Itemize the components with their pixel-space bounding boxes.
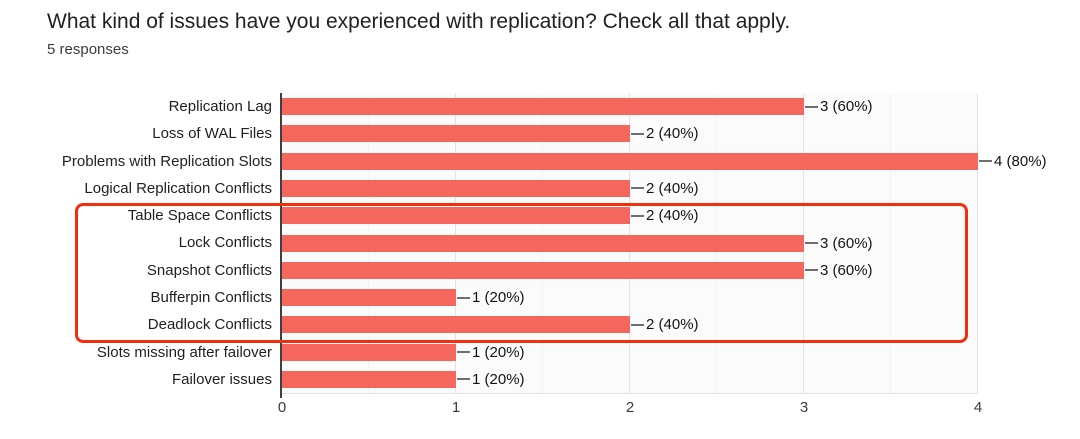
x-axis-tick-label: 3 xyxy=(799,399,809,416)
value-label: 1 (20%) xyxy=(472,343,525,361)
value-annotation: 3 (60%) xyxy=(805,97,873,117)
bar xyxy=(282,98,804,116)
bar xyxy=(282,261,804,279)
category-label: Failover issues xyxy=(171,370,272,388)
bar xyxy=(282,316,630,334)
value-label: 2 (40%) xyxy=(646,207,699,225)
x-axis-tick-label: 4 xyxy=(973,399,983,416)
category-label: Snapshot Conflicts xyxy=(146,261,272,279)
bar xyxy=(282,289,456,307)
category-label: Logical Replication Conflicts xyxy=(84,179,272,197)
value-leader-line xyxy=(805,269,818,272)
value-label: 3 (60%) xyxy=(820,234,873,252)
value-annotation: 1 (20%) xyxy=(457,369,525,389)
x-axis: 0 1 2 3 4 xyxy=(0,399,1080,419)
category-label: Replication Lag xyxy=(168,98,272,116)
value-label: 3 (60%) xyxy=(820,261,873,279)
value-annotation: 2 (40%) xyxy=(631,315,699,335)
value-annotation: 3 (60%) xyxy=(805,260,873,280)
value-label: 3 (60%) xyxy=(820,98,873,116)
response-count: 5 responses xyxy=(47,41,129,58)
bar xyxy=(282,234,804,252)
value-leader-line xyxy=(457,351,470,354)
value-leader-line xyxy=(457,378,470,381)
bar xyxy=(282,125,630,143)
value-leader-line xyxy=(631,323,644,326)
x-axis-tick-label: 0 xyxy=(277,399,287,416)
category-label: Problems with Replication Slots xyxy=(61,152,272,170)
value-leader-line xyxy=(631,187,644,190)
y-axis-line xyxy=(280,93,282,398)
value-label: 1 (20%) xyxy=(472,370,525,388)
category-label: Bufferpin Conflicts xyxy=(150,289,272,307)
category-label: Slots missing after failover xyxy=(96,343,272,361)
value-leader-line xyxy=(631,214,644,217)
category-axis: Replication Lag Loss of WAL Files Problems… xyxy=(0,93,272,393)
value-leader-line xyxy=(631,132,644,135)
plot-area: 3 (60%) 2 (40%) 4 (80%) 2 (40%) 2 (40%) 3 (60… xyxy=(280,93,1047,398)
x-axis-tick-label: 2 xyxy=(625,399,635,416)
bar xyxy=(282,207,630,225)
value-annotation: 2 (40%) xyxy=(631,178,699,198)
category-label: Deadlock Conflicts xyxy=(147,316,272,334)
value-label: 2 (40%) xyxy=(646,125,699,143)
bar xyxy=(282,152,978,170)
page-title: What kind of issues have you experienced… xyxy=(47,10,791,33)
bar xyxy=(282,370,456,388)
value-leader-line xyxy=(979,160,992,163)
value-annotation: 3 (60%) xyxy=(805,233,873,253)
minor-gridline xyxy=(890,93,891,393)
value-annotation: 4 (80%) xyxy=(979,151,1047,171)
value-annotation: 1 (20%) xyxy=(457,288,525,308)
major-gridline xyxy=(977,93,978,393)
value-leader-line xyxy=(805,242,818,244)
x-axis-tick-label: 1 xyxy=(451,399,461,416)
category-label: Lock Conflicts xyxy=(178,234,272,252)
value-annotation: 1 (20%) xyxy=(457,342,525,362)
category-label: Table Space Conflicts xyxy=(127,207,272,225)
value-annotation: 2 (40%) xyxy=(631,206,699,226)
value-label: 2 (40%) xyxy=(646,316,699,334)
bar xyxy=(282,343,456,361)
value-label: 2 (40%) xyxy=(646,179,699,197)
bar xyxy=(282,179,630,197)
value-leader-line xyxy=(457,296,470,299)
value-label: 4 (80%) xyxy=(994,152,1047,170)
value-leader-line xyxy=(805,105,818,108)
value-label: 1 (20%) xyxy=(472,289,525,307)
value-annotation: 2 (40%) xyxy=(631,124,699,144)
category-label: Loss of WAL Files xyxy=(152,125,272,143)
